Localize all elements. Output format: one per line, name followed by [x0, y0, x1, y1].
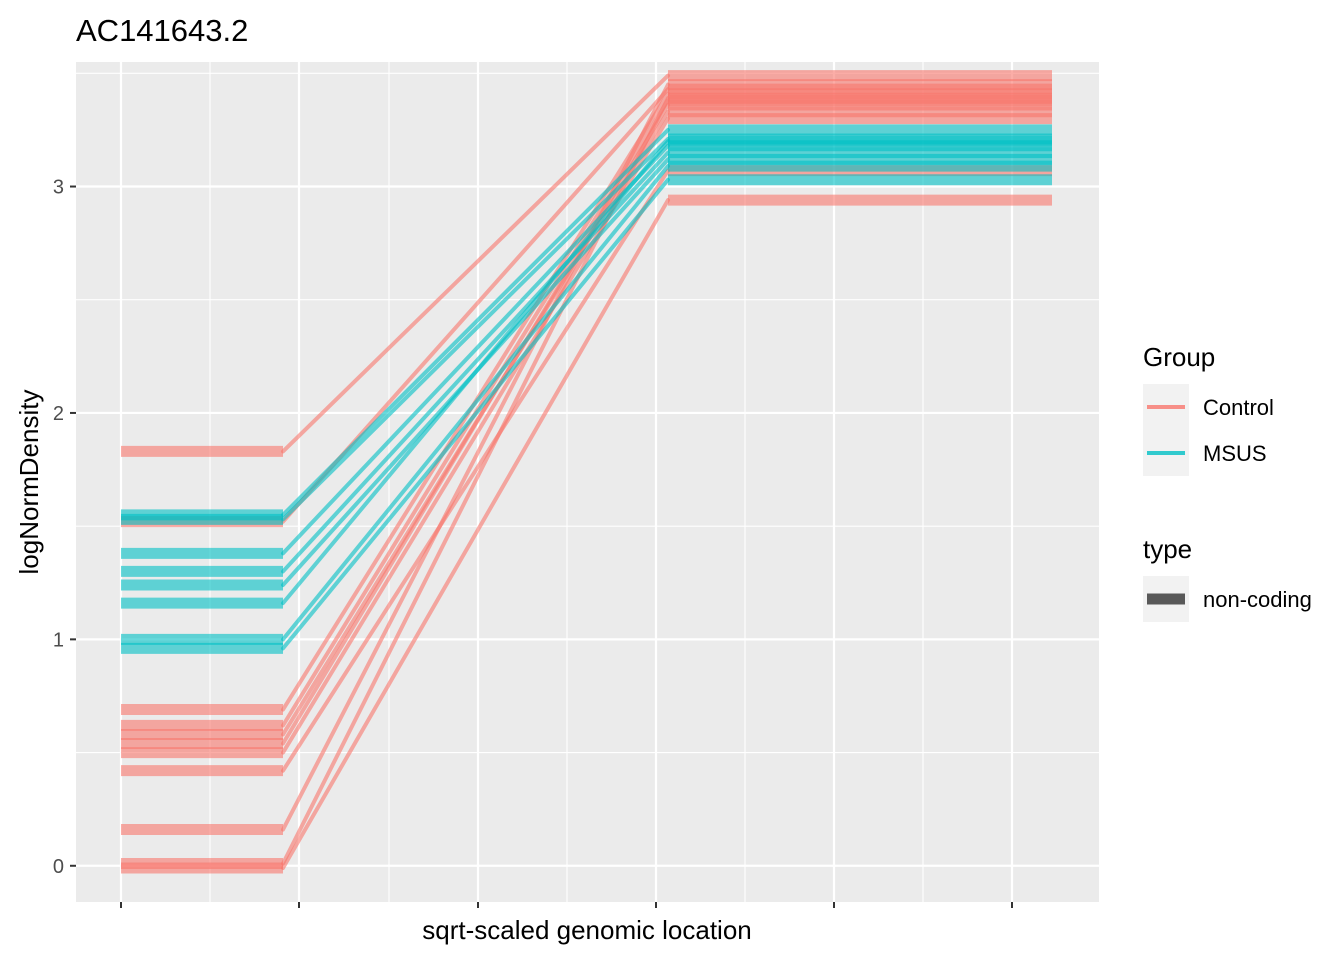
x-axis-title: sqrt-scaled genomic location: [422, 915, 752, 945]
y-tick-label: 0: [53, 856, 64, 878]
series-connector-line: [281, 168, 670, 773]
legend-label: Control: [1203, 395, 1274, 420]
series-connector-line: [281, 164, 670, 642]
y-tick-label: 2: [53, 403, 64, 425]
series-connector-line: [281, 96, 670, 866]
y-tick-label: 1: [53, 629, 64, 651]
series-connector-line: [281, 177, 670, 651]
series-msus-17: [121, 160, 1052, 645]
y-axis-title: logNormDensity: [14, 390, 44, 575]
legend-label: non-coding: [1203, 587, 1312, 612]
series-msus-14: [121, 147, 1052, 577]
legend-item: non-coding: [1143, 576, 1312, 622]
legend-title-type: type: [1143, 534, 1192, 564]
y-tick-label: 3: [53, 177, 64, 199]
series-layer: [121, 70, 1052, 874]
legend: Group Control MSUS type non-coding: [1143, 342, 1312, 622]
series-connector-line: [281, 127, 670, 517]
series-control-10: [121, 194, 1052, 874]
legend-label: MSUS: [1203, 441, 1267, 466]
legend-title-group: Group: [1143, 342, 1215, 372]
series-connector-line: [281, 73, 670, 454]
chart-title: AC141643.2: [76, 13, 248, 48]
series-msus-18: [121, 174, 1052, 654]
series-connector-line: [281, 198, 670, 871]
y-axis: 0 1 2 3: [53, 177, 76, 878]
series-connector-line: [281, 82, 670, 832]
series-connector-line: [281, 139, 670, 606]
series-connector-line: [281, 136, 670, 522]
series-msus-16: [121, 135, 1052, 609]
series-control-0: [121, 70, 1052, 457]
series-control-8: [121, 79, 1052, 836]
legend-item: Control: [1143, 384, 1274, 430]
series-connector-line: [281, 150, 670, 574]
x-axis: [120, 902, 1013, 908]
legend-item: MSUS: [1143, 430, 1267, 476]
series-connector-line: [281, 143, 670, 556]
